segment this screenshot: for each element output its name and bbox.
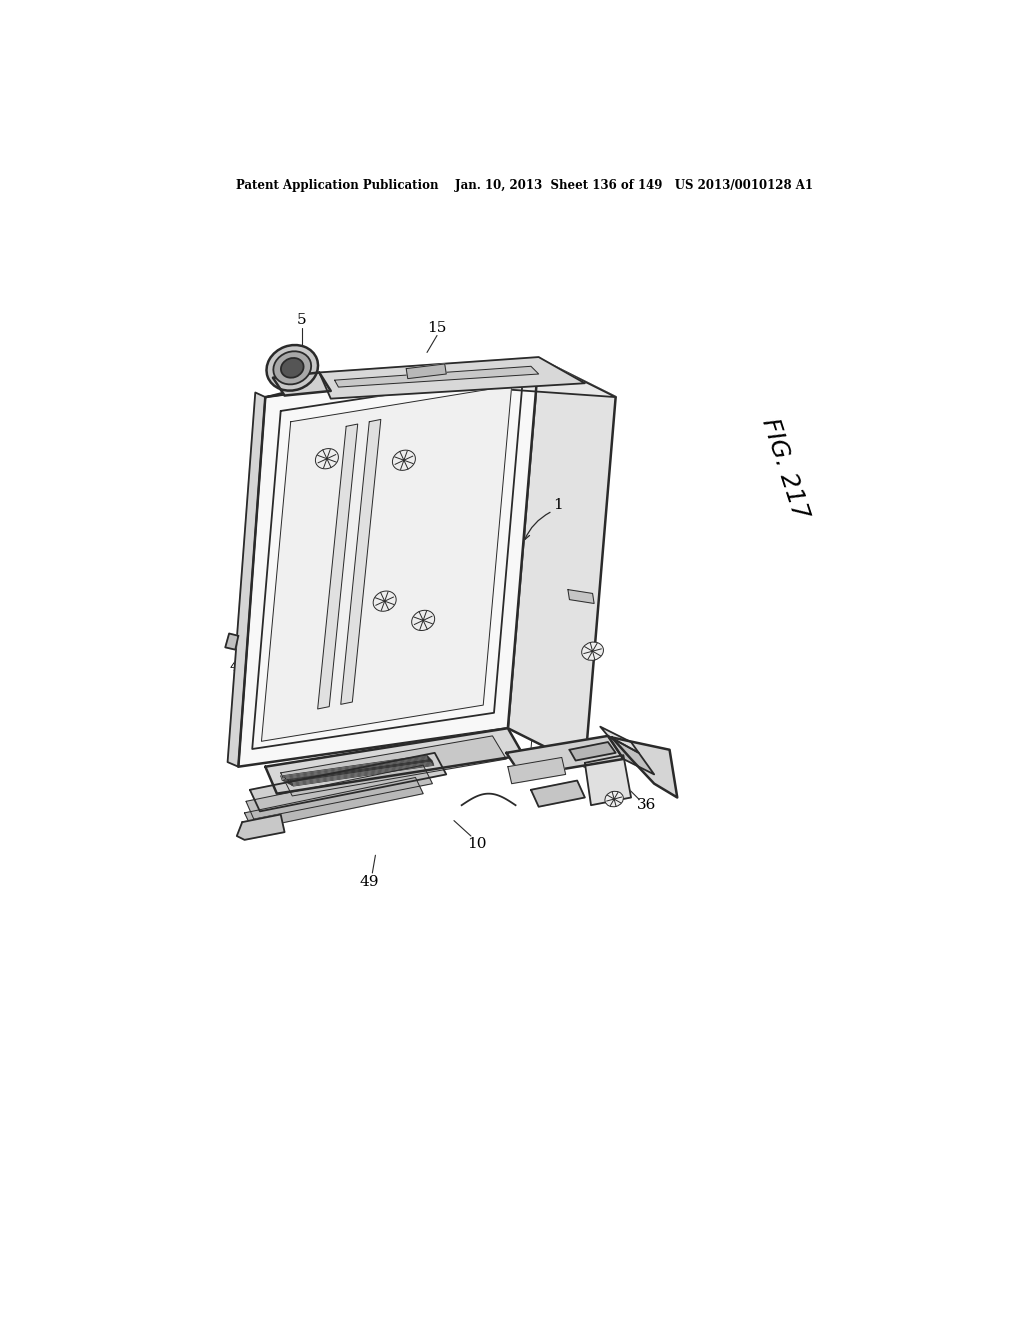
Text: 49: 49: [359, 875, 379, 890]
Text: 10: 10: [467, 837, 486, 850]
Polygon shape: [585, 755, 631, 805]
Text: 36: 36: [637, 799, 656, 812]
Text: FIG. 217: FIG. 217: [758, 414, 813, 521]
Polygon shape: [290, 760, 433, 785]
Polygon shape: [287, 759, 432, 784]
Polygon shape: [531, 780, 585, 807]
Polygon shape: [600, 726, 639, 752]
Polygon shape: [286, 758, 431, 783]
Ellipse shape: [266, 345, 318, 391]
Ellipse shape: [315, 449, 338, 469]
Polygon shape: [239, 359, 539, 767]
Polygon shape: [335, 367, 539, 387]
Polygon shape: [227, 392, 265, 767]
Polygon shape: [508, 758, 565, 784]
Ellipse shape: [412, 610, 434, 631]
Text: 5: 5: [297, 313, 306, 327]
Ellipse shape: [281, 358, 303, 378]
Text: 1: 1: [553, 498, 563, 512]
Ellipse shape: [392, 450, 416, 470]
Ellipse shape: [605, 791, 624, 807]
Polygon shape: [265, 729, 523, 793]
Polygon shape: [225, 634, 239, 649]
Polygon shape: [341, 420, 381, 705]
Text: Patent Application Publication    Jan. 10, 2013  Sheet 136 of 149   US 2013/0010: Patent Application Publication Jan. 10, …: [237, 178, 813, 191]
Polygon shape: [281, 755, 429, 780]
Polygon shape: [569, 742, 615, 760]
Polygon shape: [273, 372, 331, 396]
Ellipse shape: [373, 591, 396, 611]
Polygon shape: [508, 359, 615, 767]
Polygon shape: [265, 359, 615, 397]
Polygon shape: [608, 737, 654, 775]
Polygon shape: [284, 756, 430, 783]
Polygon shape: [283, 756, 429, 781]
Polygon shape: [407, 364, 446, 379]
Polygon shape: [245, 777, 423, 829]
Text: 4: 4: [229, 660, 240, 673]
Polygon shape: [611, 738, 677, 797]
Polygon shape: [237, 814, 285, 840]
Polygon shape: [317, 424, 357, 709]
Polygon shape: [319, 358, 585, 399]
Polygon shape: [250, 752, 446, 812]
Polygon shape: [281, 737, 506, 796]
Polygon shape: [246, 766, 432, 818]
Polygon shape: [506, 737, 624, 776]
Ellipse shape: [273, 351, 311, 384]
Text: 15: 15: [427, 321, 446, 335]
Polygon shape: [292, 760, 434, 787]
Ellipse shape: [582, 642, 603, 660]
Polygon shape: [289, 759, 432, 784]
Polygon shape: [261, 385, 512, 742]
Polygon shape: [568, 590, 594, 603]
